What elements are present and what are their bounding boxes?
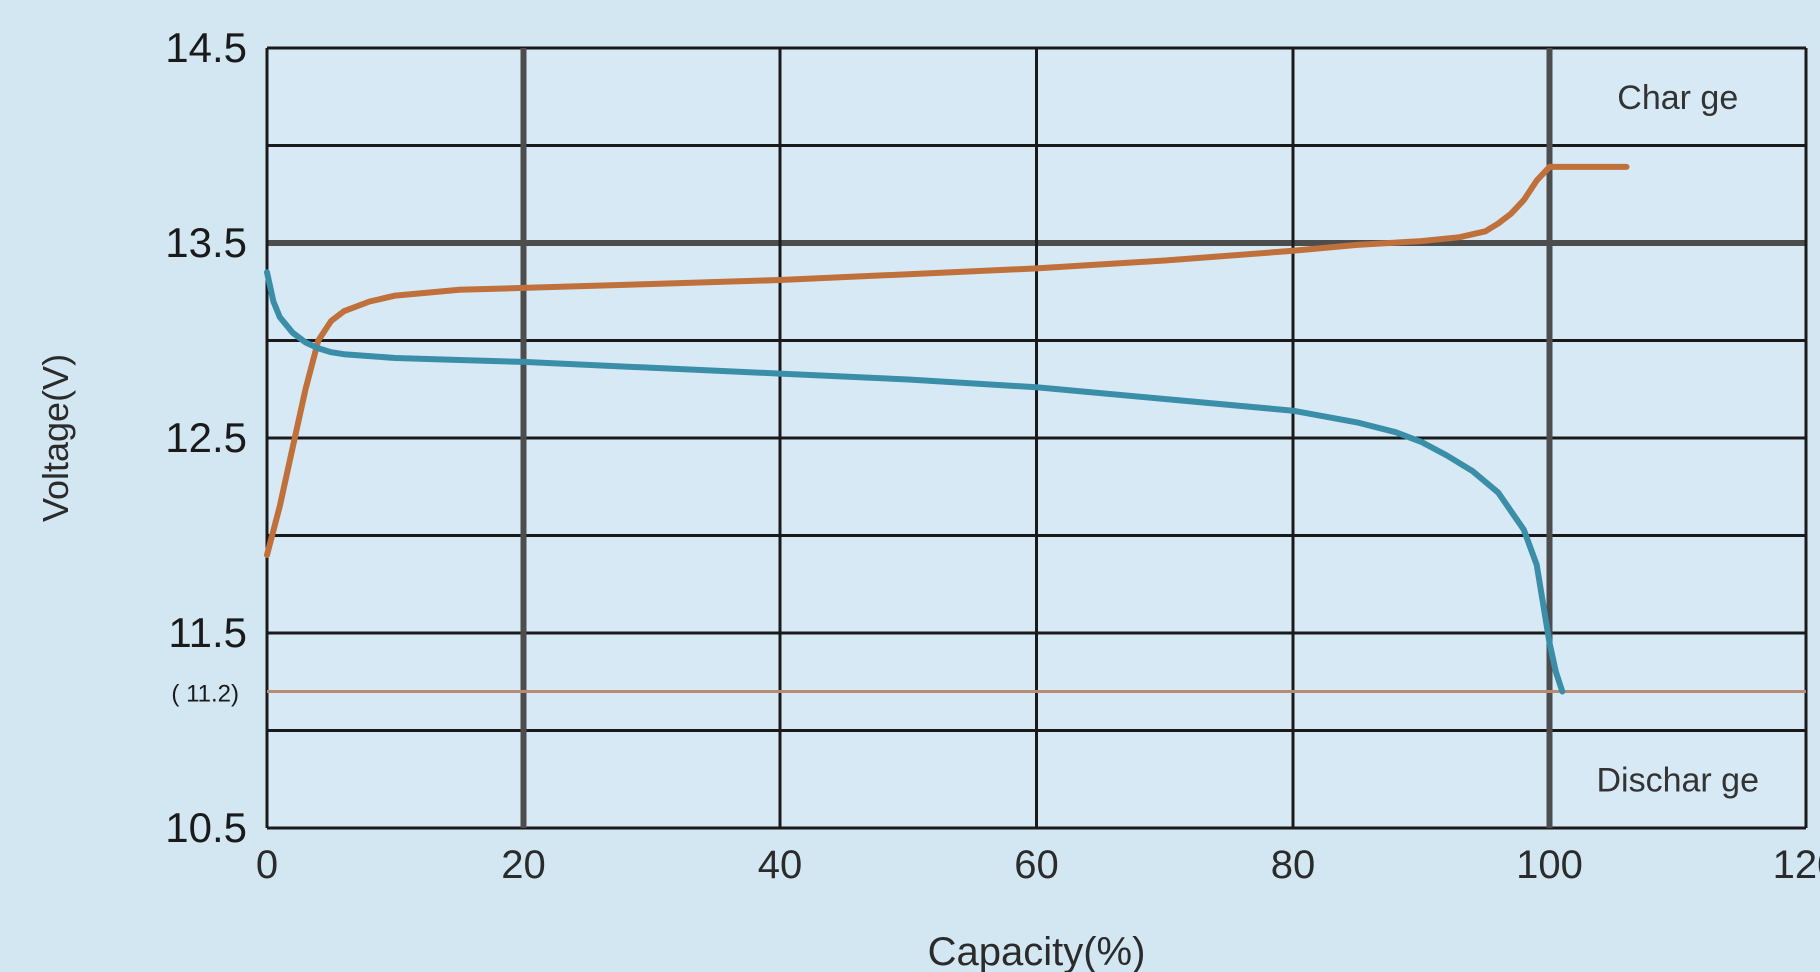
y-tick-label-2: 12.5 [165,414,247,461]
reference-line-label: ( 11.2) [171,681,239,708]
y-axis-label: Voltage(V) [35,354,76,522]
x-tick-label-6: 120 [1773,843,1820,887]
x-tick-label-4: 80 [1271,843,1316,887]
x-tick-label-3: 60 [1014,843,1059,887]
x-tick-label-2: 40 [758,843,803,887]
y-tick-label-0: 10.5 [165,804,247,851]
annotation-1: Dischar ge [1596,761,1759,799]
annotation-0: Char ge [1617,79,1738,117]
series-line-1 [264,269,1566,695]
x-tick-label-1: 20 [501,843,546,887]
x-tick-label-0: 0 [256,843,278,887]
x-tick-label-5: 100 [1516,843,1583,887]
y-tick-label-3: 13.5 [165,219,247,266]
series-line-0 [264,163,1630,558]
y-tick-label-1: 11.5 [168,609,247,656]
x-axis-label: Capacity(%) [928,930,1146,972]
y-tick-label-4: 14.5 [165,24,247,71]
